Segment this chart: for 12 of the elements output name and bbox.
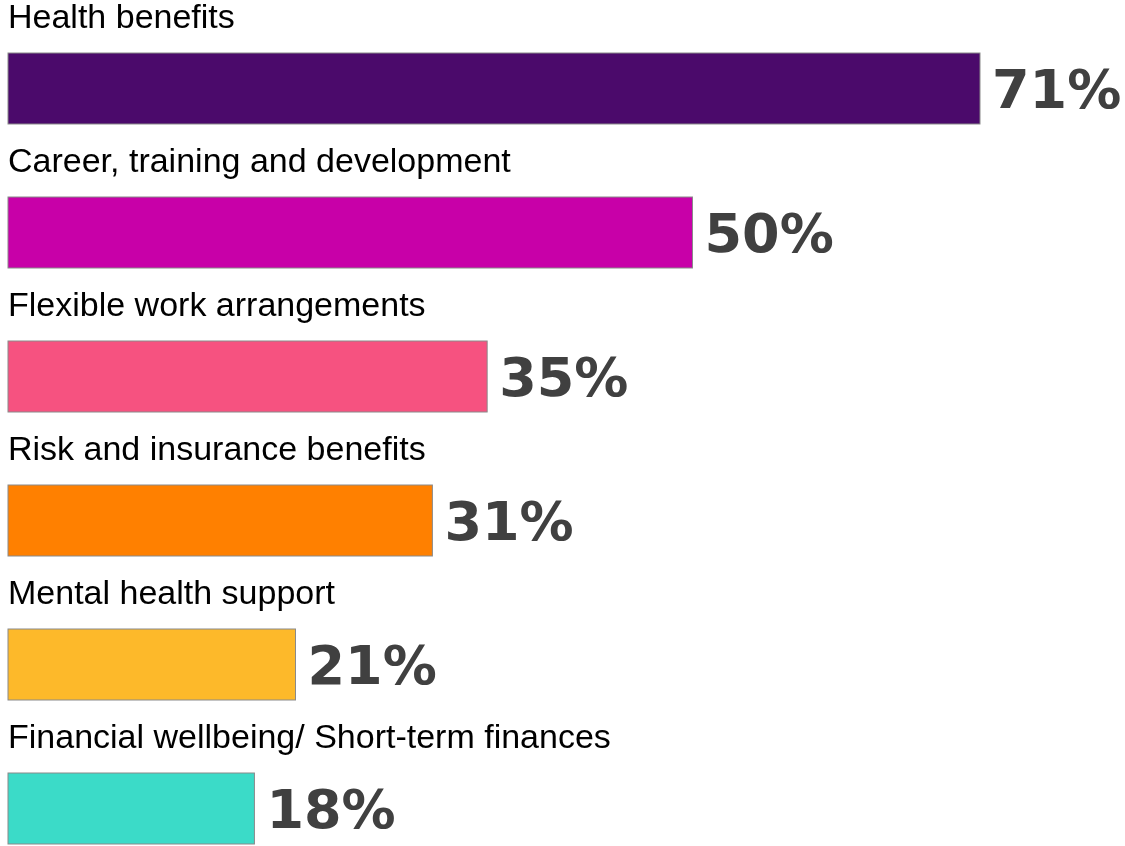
data-label: 21% xyxy=(307,633,437,697)
y-tick-label: Mental health support xyxy=(8,573,336,611)
y-tick-label: Flexible work arrangements xyxy=(8,285,426,323)
y-tick-label: Career, training and development xyxy=(8,141,512,179)
y-tick-label: Health benefits xyxy=(8,0,235,35)
data-label: 31% xyxy=(444,489,574,553)
data-label: 18% xyxy=(266,777,396,841)
data-label: 50% xyxy=(704,201,834,265)
y-tick-label: Financial wellbeing/ Short-term finances xyxy=(8,717,611,755)
data-label: 71% xyxy=(992,57,1122,121)
y-tick-label: Risk and insurance benefits xyxy=(8,429,426,467)
data-label: 35% xyxy=(499,345,629,409)
